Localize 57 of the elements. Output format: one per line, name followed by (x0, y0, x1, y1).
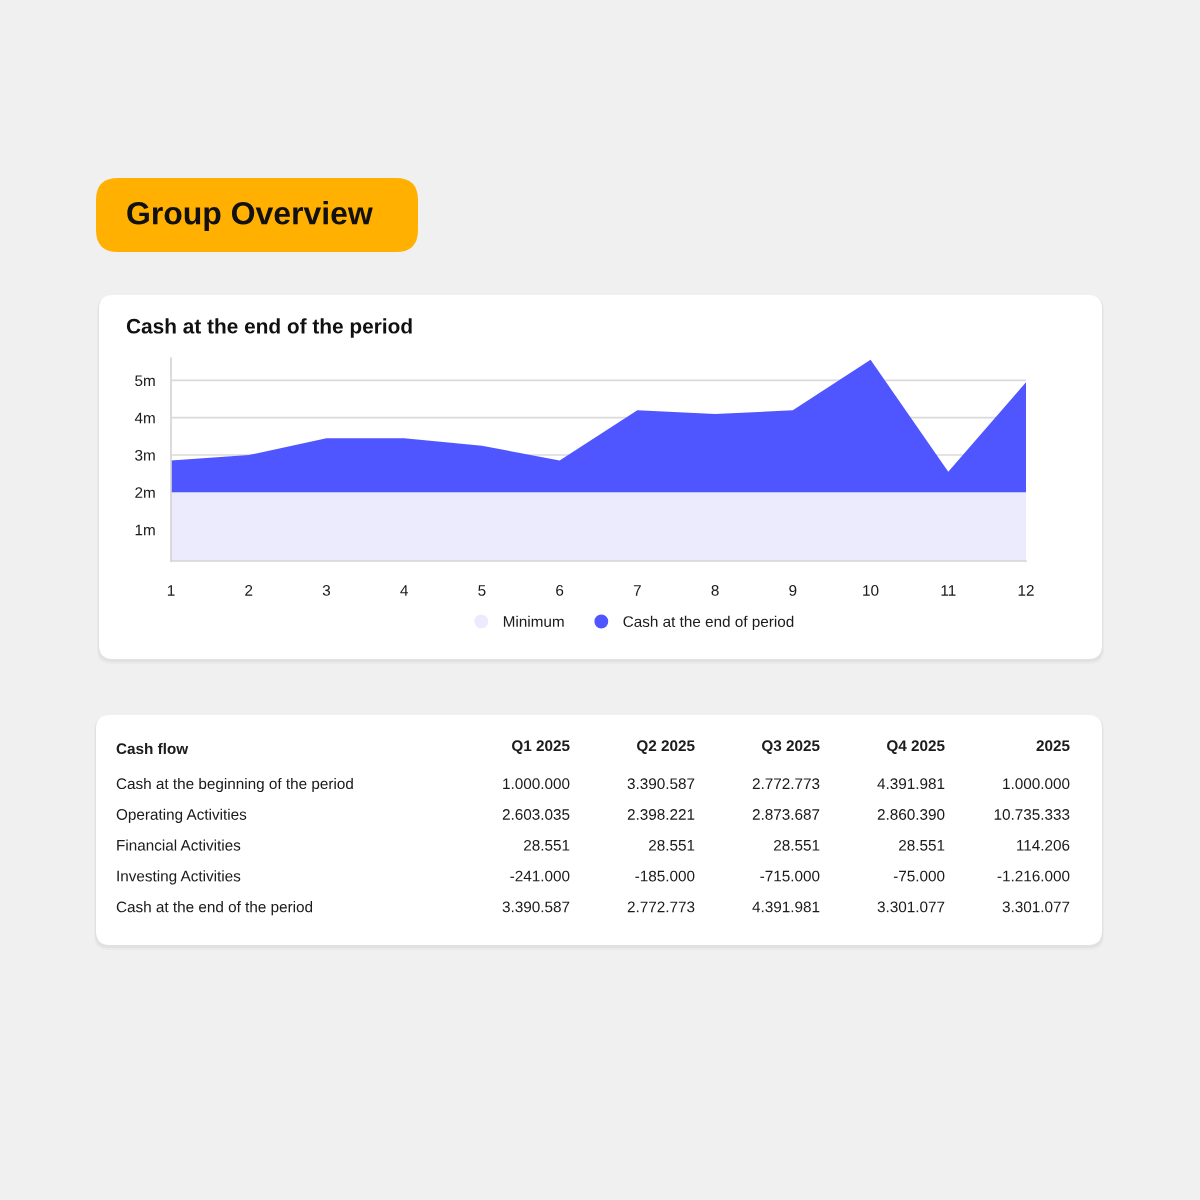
text: 3.301.077 (1002, 901, 1070, 913)
x-tick-label: 3 (322, 585, 331, 596)
x-tick-label: 11 (941, 585, 956, 596)
text: 2.772.773 (627, 901, 695, 913)
category-label: Q1 2025 (512, 740, 570, 754)
text: Cash flow (116, 742, 189, 755)
y-tick-label: 4m (134, 412, 155, 424)
text: 28.551 (899, 839, 945, 851)
text: 2.603.035 (502, 809, 570, 820)
text: -715.000 (760, 870, 820, 882)
text: 28.551 (774, 839, 820, 851)
x-tick-label: 6 (556, 585, 564, 596)
text: 2.860.390 (877, 809, 945, 820)
x-tick-label: 1 (167, 585, 175, 596)
text: 114.206 (1017, 839, 1070, 851)
y-tick-label: 5m (135, 375, 155, 387)
text: -241.000 (510, 870, 570, 882)
y-tick-label: 1m (135, 524, 155, 536)
chart-subtitle: Cash at the end of the period (126, 318, 412, 338)
text: 28.551 (524, 839, 570, 851)
category-label: Q2 2025 (637, 740, 695, 754)
chart-title: Group Overview (127, 201, 373, 231)
text: 4.391.981 (877, 778, 945, 790)
category-label: Financial Activities (117, 839, 241, 851)
x-tick-label: 10 (863, 585, 879, 596)
category-label: Cash at the end of the period (116, 901, 313, 916)
x-tick-label: 2 (245, 585, 253, 596)
text: 2.772.773 (752, 778, 820, 790)
text: 28.551 (649, 839, 695, 851)
text: 1.000.000 (503, 778, 570, 790)
category-label: Q4 2025 (887, 740, 945, 754)
x-tick-label: 9 (789, 585, 797, 596)
x-tick-label: 12 (1018, 585, 1034, 596)
text: 4.391.981 (752, 901, 820, 913)
text: 2.873.687 (752, 809, 820, 820)
x-tick-label: 8 (711, 585, 719, 596)
legend-label: Cash at the end of period (623, 615, 794, 631)
text: 3.301.077 (877, 901, 945, 913)
text: -185.000 (635, 870, 695, 882)
text: -75.000 (893, 870, 945, 882)
category-label: 2025 (1036, 740, 1070, 752)
text: 3.390.587 (627, 778, 695, 790)
text: 3.390.587 (502, 901, 570, 913)
legend-label: Minimum (503, 615, 564, 628)
category-label: Investing Activities (117, 870, 241, 885)
x-tick-label: 5 (478, 585, 486, 596)
y-tick-label: 2m (135, 487, 155, 498)
x-tick-label: 7 (633, 585, 641, 596)
category-label: Q3 2025 (762, 740, 820, 754)
y-tick-label: 3m (135, 449, 155, 461)
text: -1.216.000 (997, 870, 1070, 882)
x-tick-label: 4 (400, 585, 408, 596)
category-label: Operating Activities (116, 808, 247, 823)
text: 1.000.000 (1003, 778, 1070, 790)
category-label: Cash at the beginning of the period (116, 777, 353, 793)
text: 2.398.221 (627, 809, 695, 820)
text: 10.735.333 (994, 809, 1070, 820)
